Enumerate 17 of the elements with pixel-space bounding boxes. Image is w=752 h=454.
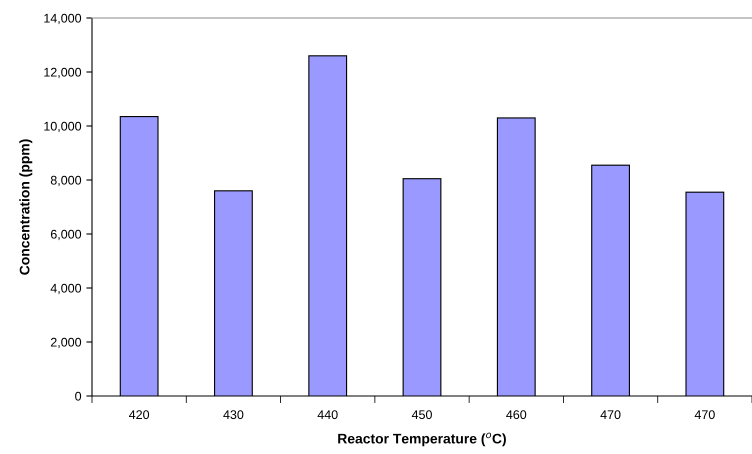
x-tick-label: 420 xyxy=(129,410,150,420)
y-tick-label: 8,000 xyxy=(50,176,82,186)
y-tick-label: 10,000 xyxy=(44,122,82,132)
x-axis-title: Reactor Temperature ($^{o}$C) xyxy=(338,432,506,446)
y-tick-label: 4,000 xyxy=(50,284,82,294)
x-tick-label: 430 xyxy=(223,410,244,420)
x-tick-label: 470 xyxy=(600,410,621,420)
y-tick-label: 14,000 xyxy=(44,14,82,24)
x-tick-label: 470 xyxy=(694,410,715,420)
y-tick-label: 2,000 xyxy=(50,338,82,348)
x-tick-label: 440 xyxy=(318,410,338,420)
y-tick-label: 6,000 xyxy=(50,230,82,240)
y-axis-title: Concentration (ppm) xyxy=(19,139,32,275)
x-tick-label: 450 xyxy=(412,410,432,420)
x-tick-label: 460 xyxy=(506,410,526,420)
y-tick-label: 0 xyxy=(75,392,82,401)
y-tick-label: 12,000 xyxy=(44,68,82,78)
